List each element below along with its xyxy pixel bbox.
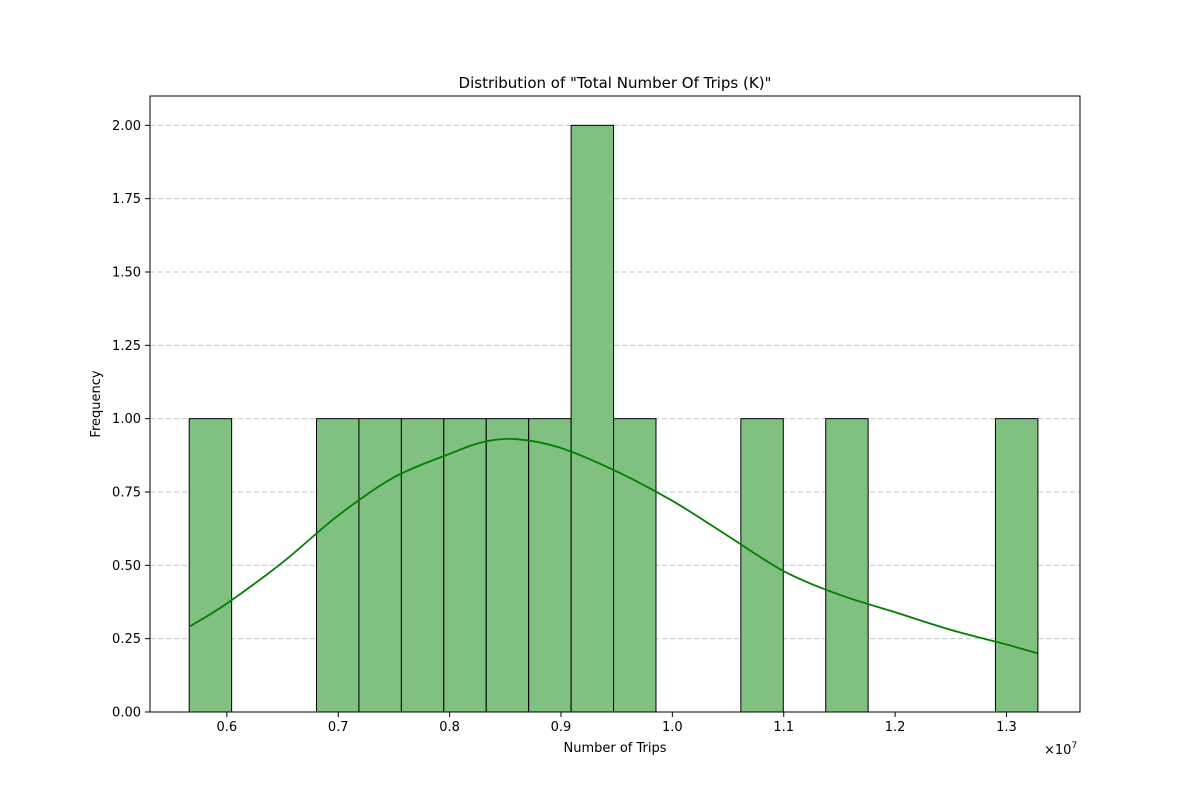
histogram-bar (825, 418, 869, 713)
kde-curve (188, 438, 1038, 655)
histogram-bars (188, 124, 1039, 713)
histogram-bar (485, 418, 530, 713)
y-tick-label: 0.50 (112, 559, 141, 574)
x-axis-ticks: 0.6 0.7 0.8 0.9 1.0 1.1 1.2 1.3 (217, 712, 1017, 735)
histogram-bar (358, 418, 402, 713)
y-tick-label: 0.00 (112, 706, 141, 721)
y-tick-label: 1.25 (112, 339, 141, 354)
histogram-bar (443, 418, 487, 713)
histogram-bar (570, 124, 615, 713)
y-tick-label: 1.75 (112, 192, 141, 207)
x-tick-label: 1.1 (773, 720, 794, 735)
y-tick-label: 1.50 (112, 266, 141, 281)
y-tick-label: 1.00 (112, 412, 141, 427)
y-tick-label: 2.00 (112, 119, 141, 134)
x-tick-label: 0.6 (217, 720, 238, 735)
x-tick-label: 0.8 (439, 720, 460, 735)
histogram-bar (994, 418, 1039, 713)
y-axis-ticks: 0.00 0.25 0.50 0.75 1.00 1.25 1.50 1.75 2.00 (112, 119, 150, 721)
x-tick-label: 1.2 (885, 720, 906, 735)
histogram-bar (188, 418, 233, 713)
chart-title: Distribution of "Total Number Of Trips (… (459, 74, 772, 92)
plot-frame (149, 95, 1081, 713)
histogram-bar (316, 418, 360, 713)
histogram-bar (400, 418, 445, 713)
y-axis-label: Frequency (89, 370, 104, 437)
x-tick-label: 0.7 (328, 720, 349, 735)
y-tick-label: 0.25 (112, 632, 141, 647)
y-tick-label: 0.75 (112, 486, 141, 501)
histogram-bar (613, 418, 657, 713)
x-offset-label: ×107 (1044, 741, 1077, 758)
histogram-bar (740, 418, 784, 713)
x-tick-label: 0.9 (551, 720, 572, 735)
x-tick-label: 1.0 (662, 720, 683, 735)
x-tick-label: 1.3 (996, 720, 1017, 735)
x-axis-label: Number of Trips (563, 741, 666, 756)
histogram-bar (528, 418, 572, 713)
kde-line (188, 438, 1038, 655)
